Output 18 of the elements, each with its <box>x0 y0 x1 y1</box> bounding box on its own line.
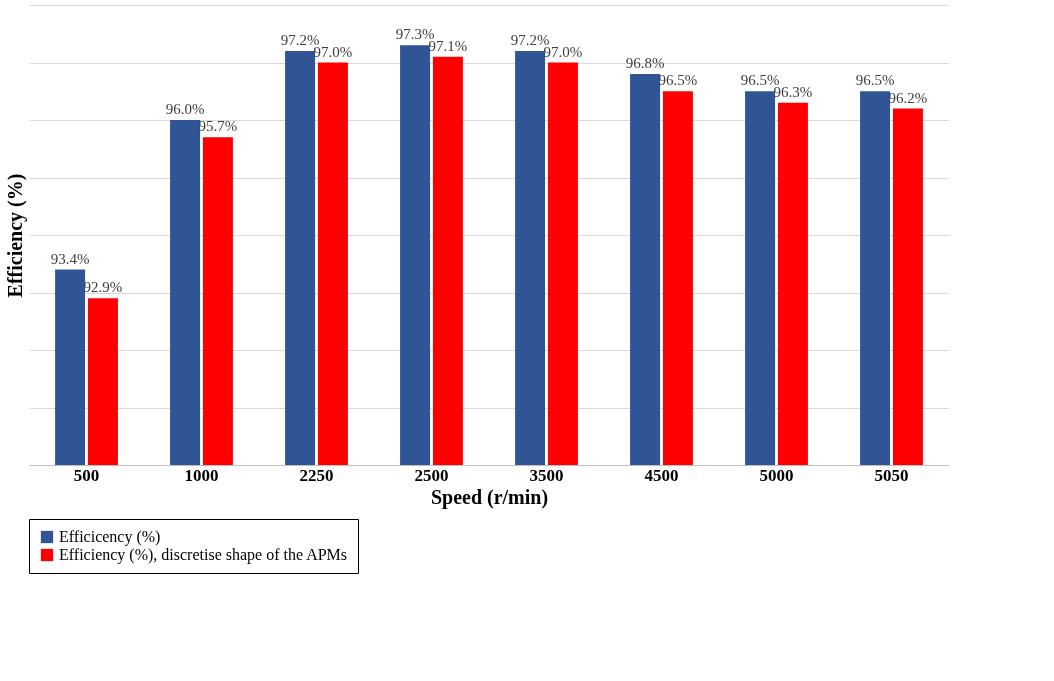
x-tick-label: 5050 <box>874 465 909 485</box>
x-tick-label: 500 <box>73 465 100 485</box>
data-label: 96.8% <box>625 55 665 71</box>
x-tick-label: 3500 <box>529 465 564 485</box>
legend-label: Efficiency (%), discretise shape of the APMs <box>59 546 348 564</box>
data-label: 96.5% <box>855 72 895 89</box>
x-tick-label: 2250 <box>299 465 334 485</box>
x-tick-label: 2500 <box>414 465 449 485</box>
data-label: 97.2% <box>280 32 320 48</box>
y-axis-title: Efficiency (%) <box>3 173 27 298</box>
x-axis-title: Speed (r/min) <box>430 485 549 509</box>
data-label: 96.0% <box>165 101 205 117</box>
x-tick-label: 5000 <box>759 465 794 485</box>
x-tick-label: 4500 <box>644 465 679 485</box>
data-label: 93.4% <box>50 250 90 267</box>
legend-label: Efficicency (%) <box>59 528 161 546</box>
data-label: 97.2% <box>510 32 550 48</box>
x-tick-label: 1000 <box>184 465 219 485</box>
